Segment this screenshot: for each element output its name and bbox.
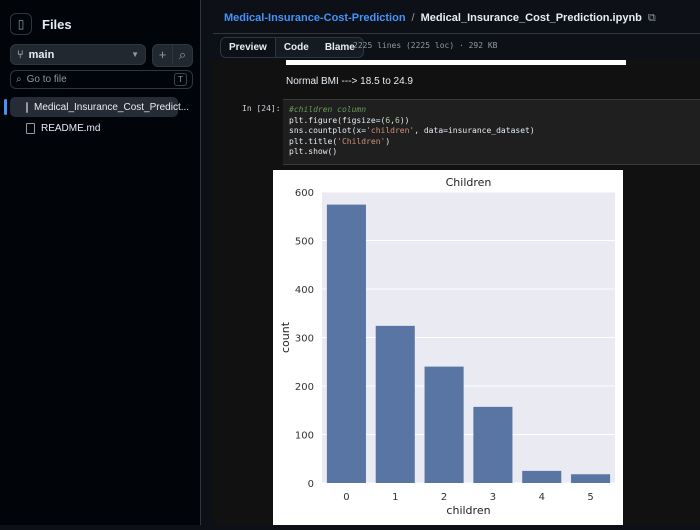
- file-info: 2225 lines (2225 loc) · 292 KB: [353, 41, 498, 50]
- code-number: 6: [394, 115, 400, 125]
- code-token: )): [399, 115, 410, 125]
- header-divider: [213, 33, 700, 34]
- code-number: 6: [385, 115, 391, 125]
- breadcrumb-file-name: Medical_Insurance_Cost_Prediction.ipynb: [420, 12, 642, 24]
- copy-path-icon[interactable]: ⧉: [647, 11, 656, 24]
- y-tick-label: 100: [295, 431, 314, 442]
- file-icon: [26, 122, 35, 134]
- cell-prompt: In [24]:: [242, 104, 281, 113]
- add-file-icon[interactable]: +: [158, 47, 167, 62]
- code-string: 'Children': [337, 136, 386, 146]
- tab-code[interactable]: Code: [283, 42, 309, 53]
- breadcrumb-repo-link[interactable]: Medical-Insurance-Cost-Prediction: [224, 12, 406, 24]
- tree-item-label: README.md: [41, 122, 101, 134]
- shortcut-key: T: [174, 73, 187, 86]
- file-sidebar: ▯ Files ⑂ main ▼ + ⌕ ⌕ Go to file T Medi…: [0, 0, 201, 525]
- x-tick-label: 1: [392, 492, 398, 503]
- y-tick-label: 500: [295, 237, 314, 248]
- code-comment: #children column: [289, 105, 367, 114]
- x-axis-label: children: [446, 504, 490, 517]
- tab-blame[interactable]: Blame: [324, 42, 355, 53]
- sidebar-header: ▯ Files: [10, 12, 72, 36]
- search-icon[interactable]: ⌕: [172, 45, 192, 64]
- code-token: ,: [390, 115, 395, 125]
- tab-preview[interactable]: Preview: [221, 38, 276, 57]
- x-tick-label: 0: [343, 492, 349, 503]
- chart-title: Children: [446, 176, 492, 189]
- go-to-file-placeholder: Go to file: [26, 74, 67, 85]
- collapse-sidebar-icon[interactable]: ▯: [10, 13, 32, 35]
- markdown-cell-text: Normal BMI ---> 18.5 to 24.9: [286, 76, 413, 87]
- chart-output: 0 100 200 300 400 500 600 0 1 2 3 4 5 Children childre…: [273, 170, 623, 525]
- y-tick-label: 400: [295, 285, 314, 296]
- bar: [375, 325, 415, 483]
- code-cell: #children column plt.figure(figsize=(6,6…: [283, 99, 700, 165]
- x-tick-label: 5: [587, 492, 593, 503]
- code-token: sns.countplot(x=: [289, 126, 367, 136]
- breadcrumb-separator: /: [411, 12, 415, 24]
- bar: [424, 366, 464, 483]
- x-tick-label: 2: [441, 492, 447, 503]
- y-axis-label: count: [279, 321, 292, 353]
- y-tick-label: 200: [295, 382, 314, 393]
- code-token: plt.title(: [289, 136, 338, 146]
- tree-item-label: Medical_Insurance_Cost_Predict...: [34, 101, 190, 113]
- active-indicator: [4, 99, 7, 115]
- branch-name: main: [28, 48, 55, 61]
- view-tabs: Preview Code Blame: [220, 37, 364, 58]
- breadcrumb: Medical-Insurance-Cost-Prediction / Medi…: [213, 0, 700, 36]
- children-countplot: 0 100 200 300 400 500 600 0 1 2 3 4 5 Children childre…: [279, 176, 615, 517]
- sidebar-actions: + ⌕: [152, 44, 193, 67]
- y-tick-label: 600: [295, 188, 314, 199]
- code-string: 'children': [366, 126, 415, 136]
- go-to-file-input[interactable]: ⌕ Go to file T: [10, 70, 193, 89]
- bar: [522, 470, 562, 483]
- chevron-down-icon: ▼: [131, 50, 139, 59]
- bar: [473, 406, 513, 483]
- code-token: , data=insurance_dataset): [414, 126, 535, 136]
- previous-output-edge: [286, 60, 626, 65]
- code-token: ): [385, 136, 391, 146]
- sidebar-title: Files: [42, 16, 72, 32]
- bar: [571, 474, 611, 483]
- bar: [326, 204, 366, 484]
- file-icon: [26, 101, 28, 113]
- x-tick-label: 4: [539, 492, 545, 503]
- branch-icon: ⑂: [17, 48, 24, 61]
- branch-selector[interactable]: ⑂ main ▼: [10, 44, 146, 65]
- x-tick-label: 3: [490, 492, 496, 503]
- code-token: plt.figure(figsize=(: [289, 115, 386, 125]
- y-tick-label: 0: [308, 479, 314, 490]
- y-tick-label: 300: [295, 334, 314, 345]
- tree-item-notebook[interactable]: Medical_Insurance_Cost_Predict...: [10, 97, 189, 117]
- code-token: plt.show(): [289, 147, 338, 157]
- search-icon: ⌕: [16, 74, 22, 85]
- tree-item-readme[interactable]: README.md: [10, 118, 100, 138]
